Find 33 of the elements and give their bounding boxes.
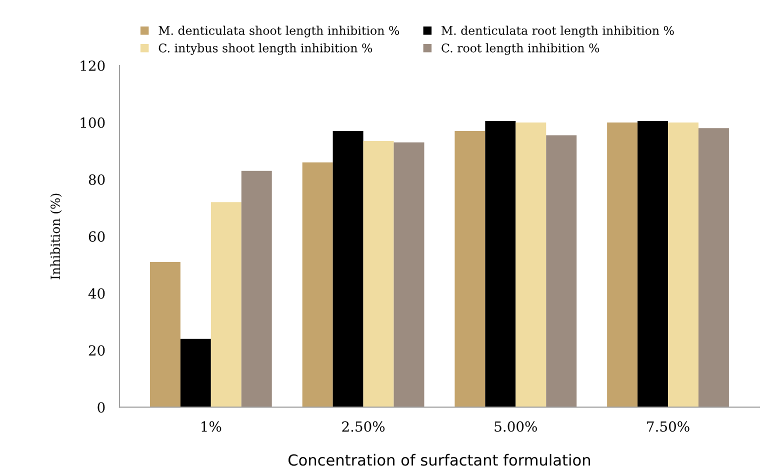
y-tick-label: 40 — [88, 288, 105, 299]
y-tick-label: 0 — [98, 402, 105, 413]
bar — [454, 131, 486, 408]
legend-label: M. denticulata shoot length inhibition % — [158, 26, 400, 38]
bar — [241, 170, 272, 408]
bar — [638, 121, 668, 408]
y-tick-label: 100 — [80, 117, 105, 128]
bar — [210, 202, 242, 408]
y-tick-label: 20 — [88, 345, 105, 356]
bar — [516, 122, 546, 408]
bar — [698, 128, 729, 408]
y-axis-title: Inhibition (%) — [50, 194, 62, 280]
x-tick-label: 5.00% — [494, 421, 537, 432]
bar — [607, 122, 638, 408]
bar — [332, 131, 364, 408]
bar — [150, 262, 180, 408]
legend-label: M. denticulata root length inhibition % — [442, 26, 674, 38]
x-tick-label: 7.50% — [647, 421, 690, 432]
x-tick-label: 1% — [202, 421, 222, 432]
bar — [180, 338, 211, 408]
bar — [668, 122, 698, 408]
bar — [546, 135, 577, 408]
x-tick-label: 2.50% — [342, 421, 385, 432]
y-tick-label: 120 — [80, 60, 105, 71]
bar — [485, 121, 516, 408]
legend-label: C. root length inhibition % — [442, 43, 600, 55]
legend-label: C. intybus shoot length inhibition % — [158, 43, 372, 55]
y-tick-label: 80 — [88, 174, 105, 185]
bar — [394, 142, 424, 408]
bar — [363, 140, 394, 408]
x-axis-title: Concentration of surfactant formulation — [288, 454, 590, 466]
y-tick-label: 60 — [88, 231, 105, 242]
bar — [302, 162, 333, 408]
